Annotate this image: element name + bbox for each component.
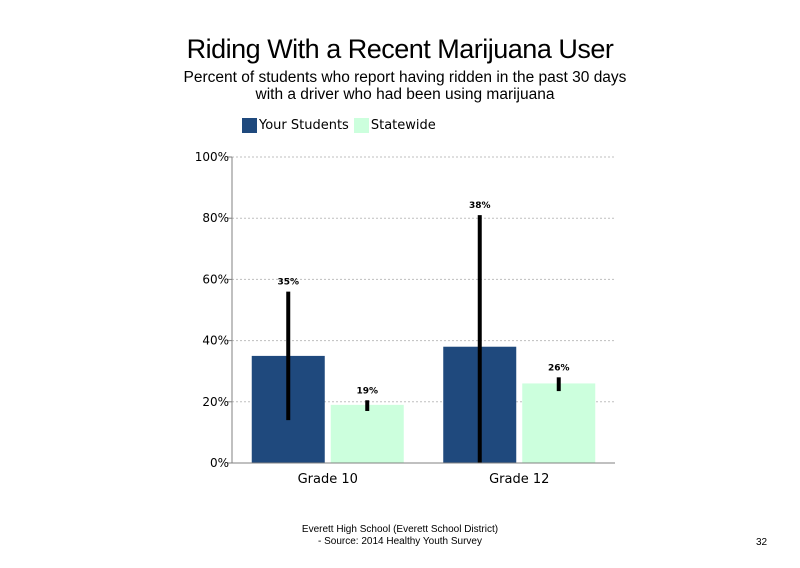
legend-entry-your-students: Your Students xyxy=(242,118,349,133)
y-tick-label-40: 40% xyxy=(202,334,229,348)
x-category-label-grade-12: Grade 12 xyxy=(489,472,549,487)
y-tick-label-0: 0% xyxy=(210,456,229,470)
footer: Everett High School (Everett School Dist… xyxy=(250,524,550,548)
data-label-grade-10-statewide: 19% xyxy=(356,386,378,396)
x-category-label-grade-10: Grade 10 xyxy=(298,472,358,487)
data-label-grade-12-your-students: 38% xyxy=(469,201,491,211)
legend-label-statewide: Statewide xyxy=(370,118,436,133)
page-number: 32 xyxy=(756,537,768,548)
legend-swatch-statewide xyxy=(353,118,369,133)
bar-grade-10-statewide xyxy=(330,404,404,463)
y-tick-label-20: 20% xyxy=(202,395,229,409)
legend: Your Students Statewide xyxy=(242,118,441,133)
footer-school: Everett High School (Everett School Dist… xyxy=(301,524,499,535)
footer-source: - Source: 2014 Healthy Youth Survey xyxy=(318,536,482,547)
y-tick-label-60: 60% xyxy=(202,272,229,286)
legend-label-your-students: Your Students xyxy=(259,118,349,133)
data-label-grade-12-statewide: 26% xyxy=(548,363,570,373)
data-label-grade-10-your-students: 35% xyxy=(277,278,299,288)
y-tick-label-100: 100% xyxy=(195,150,229,164)
chart-subtitle: Percent of students who report having ri… xyxy=(183,69,627,103)
chart-title: Riding With a Recent Marijuana User xyxy=(186,34,614,64)
bar-grade-12-statewide xyxy=(522,383,596,463)
y-tick-label-80: 80% xyxy=(202,211,229,225)
legend-entry-statewide: Statewide xyxy=(353,118,436,133)
legend-swatch-your-students xyxy=(242,118,257,133)
